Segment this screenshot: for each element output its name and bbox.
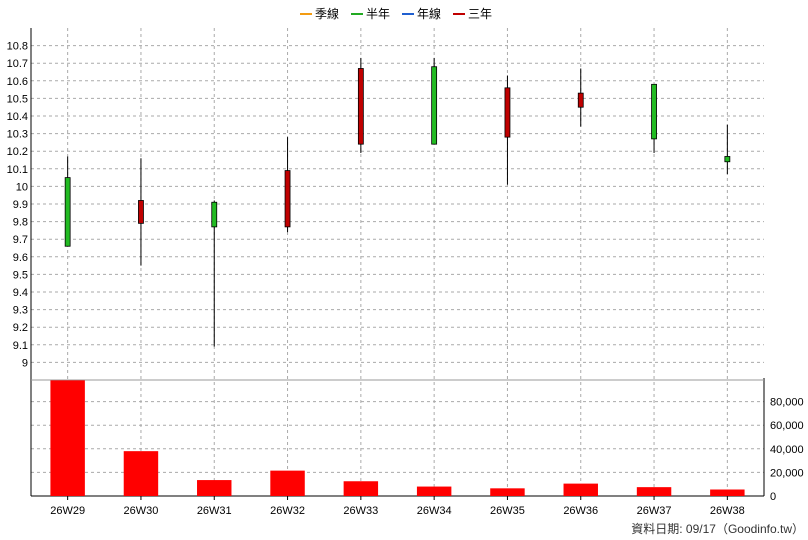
volume-bar	[343, 481, 379, 496]
candle-body	[724, 156, 731, 163]
x-tick-label: 26W31	[197, 505, 232, 517]
volume-bar	[416, 486, 452, 496]
candle-body	[504, 87, 511, 138]
legend-item-halfyear: 半年	[351, 5, 390, 22]
data-date-footer: 資料日期: 09/17（Goodinfo.tw）	[631, 522, 804, 536]
price-tick-label: 9.5	[13, 269, 28, 281]
volume-tick-label: 60,000	[770, 420, 804, 432]
candle-body	[651, 83, 657, 140]
candle-body	[357, 68, 364, 145]
x-tick-label: 26W32	[270, 505, 305, 517]
price-tick-label: 9.9	[13, 199, 28, 211]
legend-label: 年線	[417, 7, 442, 21]
volume-tick-label: 40,000	[770, 444, 804, 456]
candle-body	[284, 170, 291, 228]
legend-swatch	[453, 12, 466, 15]
volume-tick-label: 20,000	[770, 467, 804, 479]
legend-item-season: 季線	[300, 5, 339, 22]
volume-bar	[490, 488, 525, 496]
x-tick-label: 26W37	[637, 505, 672, 517]
price-tick-label: 10.3	[7, 129, 28, 141]
price-tick-label: 10.2	[7, 146, 28, 158]
price-tick-label: 10.1	[7, 164, 28, 176]
price-tick-label: 9.3	[13, 305, 28, 317]
x-tick-label: 26W34	[417, 505, 452, 517]
price-tick-label: 10.7	[7, 58, 28, 70]
price-tick-label: 9.7	[13, 234, 28, 246]
price-tick-label: 10.5	[7, 93, 28, 105]
candle-body	[577, 92, 584, 108]
price-tick-label: 9.6	[13, 252, 28, 264]
volume-bar	[270, 470, 305, 496]
price-tick-label: 10	[16, 181, 28, 193]
volume-bar	[636, 487, 672, 496]
price-tick-label: 9.2	[13, 322, 28, 334]
x-tick-label: 26W35	[490, 505, 525, 517]
legend-label: 半年	[366, 7, 391, 21]
price-tick-label: 9.1	[13, 340, 28, 352]
price-tick-label: 10.8	[7, 41, 28, 53]
x-tick-label: 26W30	[124, 505, 159, 517]
volume-tick-label: 80,000	[770, 397, 804, 409]
x-tick-label: 26W38	[710, 505, 745, 517]
x-tick-label: 26W36	[563, 505, 598, 517]
volume-bar	[197, 480, 232, 496]
legend-swatch	[402, 12, 415, 15]
x-tick-label: 26W29	[50, 505, 85, 517]
price-tick-label: 10.4	[7, 111, 28, 123]
candle-body	[138, 200, 144, 224]
volume-bar	[710, 489, 745, 496]
candle-body	[211, 201, 218, 228]
volume-tick-label: 0	[770, 491, 776, 503]
candle-body	[64, 177, 71, 247]
price-tick-label: 9	[22, 357, 28, 369]
price-tick-label: 10.6	[7, 76, 28, 88]
legend-swatch	[351, 12, 364, 15]
candle-body	[431, 66, 438, 145]
legend-label: 季線	[315, 7, 340, 21]
legend-item-threeyear: 三年	[453, 5, 492, 22]
chart-legend: 季線 半年 年線 三年	[300, 5, 492, 22]
legend-swatch	[300, 12, 312, 15]
volume-bar	[123, 451, 159, 496]
price-tick-label: 9.4	[13, 287, 28, 299]
legend-label: 三年	[468, 7, 493, 21]
volume-bar	[563, 483, 598, 496]
x-tick-label: 26W33	[343, 505, 378, 517]
legend-item-year: 年線	[402, 5, 441, 22]
volume-bar	[50, 380, 85, 496]
price-tick-label: 9.8	[13, 217, 28, 229]
